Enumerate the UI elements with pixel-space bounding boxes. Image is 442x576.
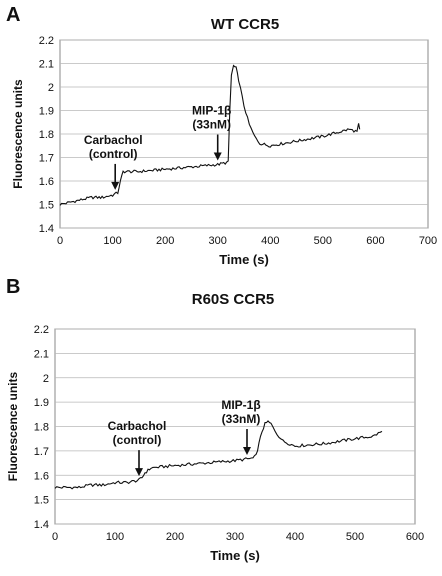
y-tick-label-b: 1.4 [34,519,49,531]
y-tick-label-b: 1.6 [34,470,49,482]
y-tick-label-b: 1.7 [34,446,49,458]
annotation-label-b: Carbachol [108,419,167,433]
x-tick-label-a: 400 [261,235,279,247]
y-tick-label-a: 1.7 [39,153,54,165]
x-tick-label-b: 500 [346,531,364,543]
x-tick-label-a: 100 [103,235,121,247]
x-tick-label-a: 300 [209,235,227,247]
annotation-arrowhead-b [243,447,251,455]
x-tick-label-b: 100 [106,531,124,543]
y-tick-label-a: 1.6 [39,176,54,188]
annotation-label-a: Carbachol [84,133,143,147]
y-tick-label-a: 1.9 [39,106,54,118]
x-tick-label-a: 200 [156,235,174,247]
annotation-label-b: (control) [113,433,162,447]
annotation-label-b: MIP-1β [221,398,260,412]
x-tick-label-b: 200 [166,531,184,543]
y-tick-label-b: 2 [43,373,49,385]
x-tick-label-a: 700 [419,235,437,247]
y-axis-label-a: Fluorescence units [11,79,25,189]
y-tick-label-a: 2 [48,82,54,94]
y-tick-label-b: 1.5 [34,495,49,507]
y-axis-label-b: Fluorescence units [6,371,20,481]
y-tick-label-a: 1.5 [39,200,54,212]
y-tick-label-a: 2.2 [39,35,54,47]
y-tick-label-a: 1.4 [39,223,54,235]
series-line-a [59,64,361,206]
series-line-b [54,420,383,490]
x-tick-label-b: 600 [406,531,424,543]
panel-letter-a: A [6,4,21,26]
annotation-arrowhead-a [213,152,222,161]
annotation-label-a: MIP-1β [192,104,231,118]
y-tick-label-b: 2.2 [34,324,49,336]
x-tick-label-b: 400 [286,531,304,543]
y-tick-label-a: 1.8 [39,129,54,141]
chart-title-a: WT CCR5 [210,16,280,33]
x-tick-label-a: 0 [57,235,63,247]
x-tick-label-b: 300 [226,531,244,543]
annotation-label-b: (33nM) [222,412,261,426]
y-tick-label-b: 1.9 [34,397,49,409]
y-tick-label-a: 2.1 [39,59,54,71]
annotation-arrowhead-a [111,181,120,190]
panel-letter-b: B [6,276,21,298]
x-axis-label-a: Time (s) [219,252,269,267]
x-tick-label-a: 600 [366,235,384,247]
x-axis-label-b: Time (s) [210,548,260,563]
annotation-arrowhead-b [135,468,143,477]
y-tick-label-b: 1.8 [34,422,49,434]
chart-title-b: R60S CCR5 [191,291,275,308]
annotation-label-a: (33nM) [192,118,231,132]
y-tick-label-b: 2.1 [34,348,49,360]
x-tick-label-b: 0 [52,531,58,543]
annotation-label-a: (control) [89,147,138,161]
x-tick-label-a: 500 [314,235,332,247]
